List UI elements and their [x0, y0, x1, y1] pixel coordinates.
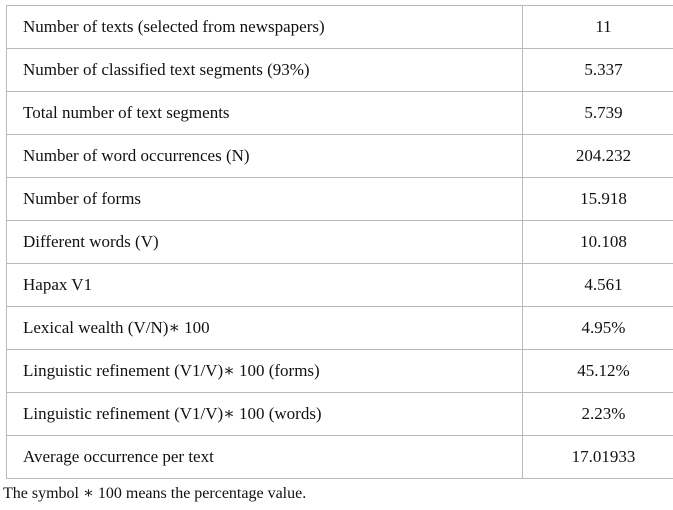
row-value: 4.95% — [522, 306, 673, 350]
row-label: Number of classified text segments (93%) — [6, 48, 523, 92]
row-label: Linguistic refinement (V1/V)∗ 100 (words… — [6, 392, 523, 436]
row-label: Total number of text segments — [6, 91, 523, 135]
row-value: 45.12% — [522, 349, 673, 393]
table-row: Total number of text segments 5.739 — [6, 91, 673, 135]
table-row: Number of classified text segments (93%)… — [6, 48, 673, 92]
table-row: Hapax V1 4.561 — [6, 263, 673, 307]
table-row: Number of forms 15.918 — [6, 177, 673, 221]
table-row: Number of word occurrences (N) 204.232 — [6, 134, 673, 178]
table-row: Average occurrence per text 17.01933 — [6, 435, 673, 479]
row-value: 5.337 — [522, 48, 673, 92]
row-value: 11 — [522, 5, 673, 49]
row-label: Different words (V) — [6, 220, 523, 264]
table-row: Linguistic refinement (V1/V)∗ 100 (forms… — [6, 349, 673, 393]
row-label: Average occurrence per text — [6, 435, 523, 479]
row-value: 17.01933 — [522, 435, 673, 479]
row-value: 5.739 — [522, 91, 673, 135]
row-label: Number of forms — [6, 177, 523, 221]
row-value: 15.918 — [522, 177, 673, 221]
row-value: 4.561 — [522, 263, 673, 307]
row-label: Number of texts (selected from newspaper… — [6, 5, 523, 49]
row-label: Number of word occurrences (N) — [6, 134, 523, 178]
table-row: Number of texts (selected from newspaper… — [6, 5, 673, 49]
statistics-table: Number of texts (selected from newspaper… — [6, 5, 673, 479]
row-value: 2.23% — [522, 392, 673, 436]
table-row: Lexical wealth (V/N)∗ 100 4.95% — [6, 306, 673, 350]
table-row: Linguistic refinement (V1/V)∗ 100 (words… — [6, 392, 673, 436]
row-label: Lexical wealth (V/N)∗ 100 — [6, 306, 523, 350]
row-value: 10.108 — [522, 220, 673, 264]
table-footnote: The symbol ∗ 100 means the percentage va… — [3, 485, 307, 502]
table-row: Different words (V) 10.108 — [6, 220, 673, 264]
row-value: 204.232 — [522, 134, 673, 178]
row-label: Linguistic refinement (V1/V)∗ 100 (forms… — [6, 349, 523, 393]
row-label: Hapax V1 — [6, 263, 523, 307]
